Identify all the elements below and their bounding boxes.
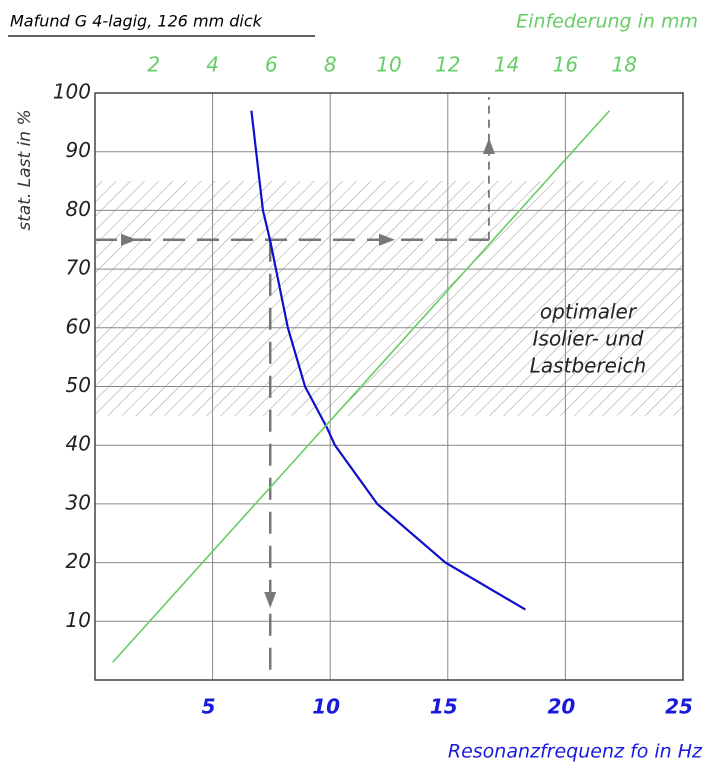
- x2-tick-label: 14: [494, 53, 519, 77]
- y-tick-label: 60: [66, 314, 91, 338]
- x2-tick-label: 4: [206, 53, 219, 77]
- chart-title: Mafund G 4-lagig, 126 mm dick: [10, 12, 263, 31]
- x2-axis-label: Einfederung in mm: [516, 11, 698, 33]
- x-tick-label: 25: [665, 695, 693, 719]
- optimal-band: [95, 181, 683, 416]
- y-tick-label: 20: [66, 549, 91, 573]
- x2-tick-label: 2: [147, 53, 160, 77]
- series-line: [112, 110, 611, 663]
- arrowhead: [121, 233, 137, 246]
- arrowhead: [264, 592, 277, 608]
- arrowhead: [379, 233, 395, 246]
- x2-tick-label: 10: [376, 53, 401, 77]
- y-tick-label: 90: [66, 138, 91, 162]
- annotation: Lastbereich: [530, 354, 646, 378]
- x-tick-label: 15: [430, 695, 458, 719]
- x2-tick-label: 18: [611, 53, 636, 77]
- plot-frame: [94, 92, 684, 681]
- annotation: optimaler: [540, 300, 638, 324]
- y-tick-label: 100: [53, 80, 91, 104]
- y-tick-label: 80: [66, 197, 91, 221]
- y-tick-label: 50: [66, 373, 91, 397]
- arrowhead: [482, 138, 495, 154]
- y-tick-label: 70: [66, 256, 91, 280]
- x-axis-label: Resonanzfrequenz fo in Hz: [448, 741, 703, 763]
- x2-tick-label: 16: [553, 53, 578, 77]
- x-tick-label: 5: [202, 695, 216, 719]
- series-line: [250, 110, 526, 611]
- y-tick-label: 40: [66, 432, 91, 456]
- annotation: Isolier- und: [533, 327, 644, 351]
- x2-tick-label: 6: [265, 53, 278, 77]
- x2-tick-label: 8: [324, 53, 337, 77]
- y-tick-label: 30: [66, 490, 91, 514]
- x-tick-label: 20: [547, 695, 575, 719]
- y-tick-label: 10: [66, 608, 91, 632]
- y-axis-label: stat. Last in %: [15, 109, 35, 230]
- x-tick-label: 10: [312, 695, 340, 719]
- x2-tick-label: 12: [435, 53, 460, 77]
